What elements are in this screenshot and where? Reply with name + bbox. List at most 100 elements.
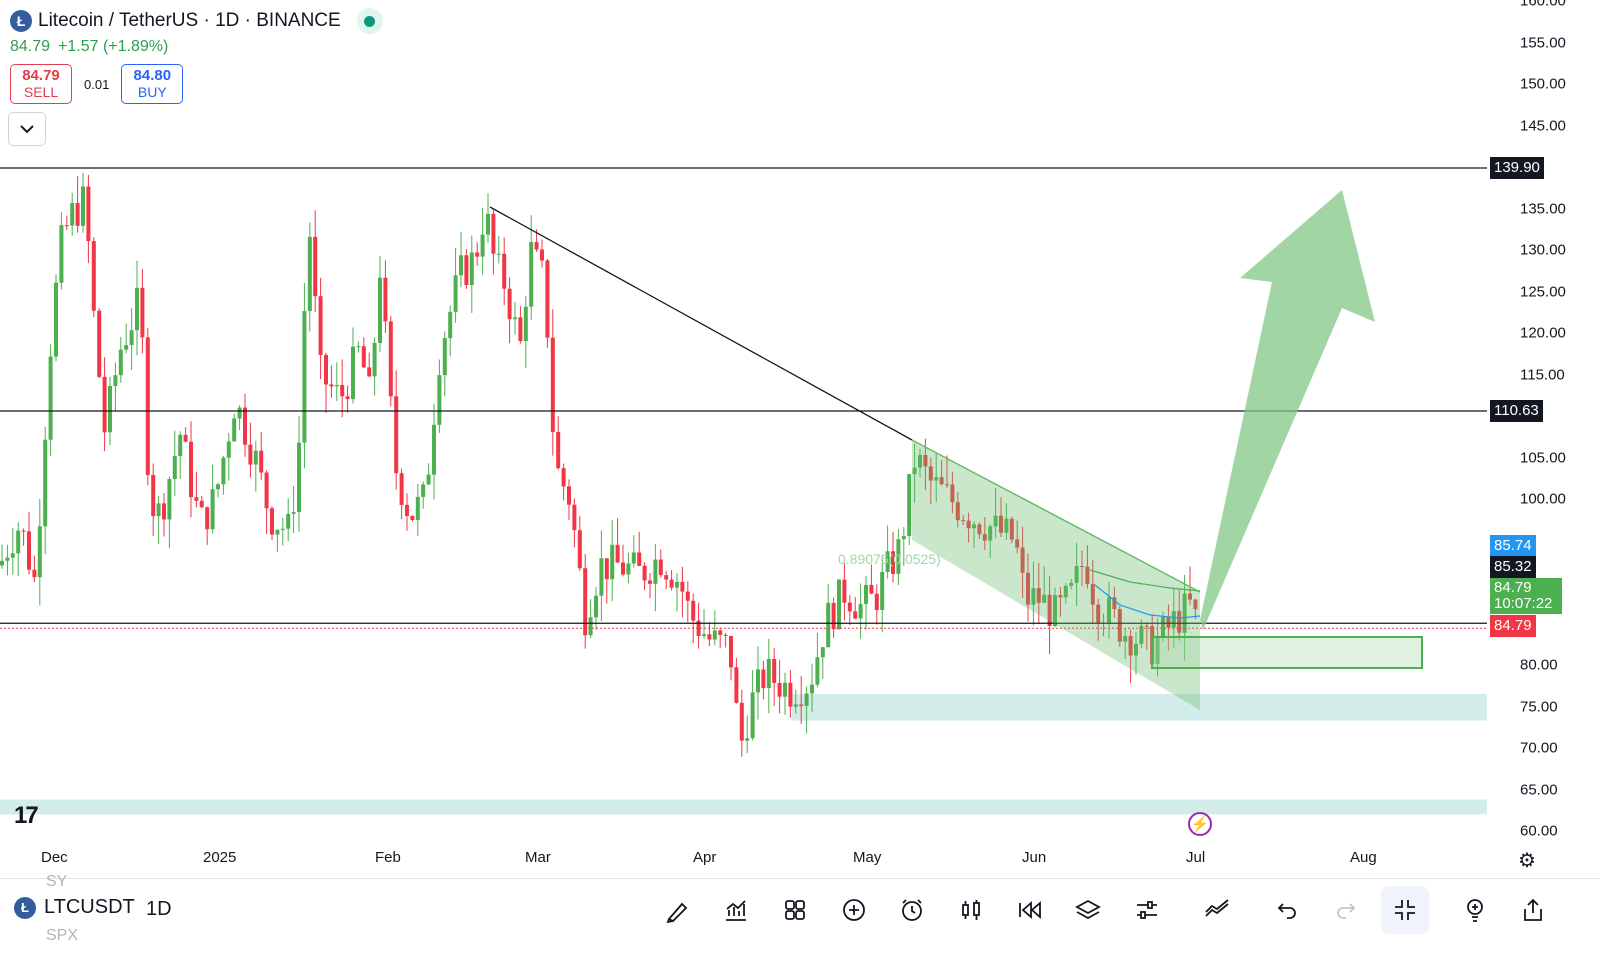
settings-sliders-icon[interactable]: [1130, 893, 1164, 927]
candle: [313, 210, 318, 313]
axis-settings-icon[interactable]: ⚙: [1518, 850, 1536, 872]
indicators-icon[interactable]: [719, 893, 753, 927]
redo-icon[interactable]: [1329, 893, 1363, 927]
symbol-selector[interactable]: Ł LTCUSDT: [14, 896, 135, 919]
descending-channel[interactable]: [912, 440, 1200, 710]
candle: [858, 583, 863, 639]
lightning-icon[interactable]: ⚡: [1188, 812, 1212, 836]
tradingview-logo: 17: [14, 802, 39, 829]
add-idea-icon[interactable]: [1458, 893, 1492, 927]
candle: [437, 359, 442, 433]
candle: [1069, 578, 1074, 590]
support-zone-low[interactable]: [0, 799, 1487, 815]
price-tick: 120.00: [1520, 324, 1566, 342]
candle: [788, 669, 793, 718]
candle: [453, 247, 458, 323]
price-tick: 70.00: [1520, 739, 1558, 757]
candle: [756, 646, 760, 720]
candles-icon[interactable]: [954, 893, 988, 927]
buy-label: BUY: [137, 84, 167, 100]
candle: [864, 576, 868, 630]
price-tag-black: 85.32: [1490, 556, 1536, 578]
candle: [680, 566, 685, 618]
candle: [102, 357, 107, 452]
add-icon[interactable]: [837, 893, 871, 927]
price-tick: 105.00: [1520, 449, 1566, 466]
sell-button[interactable]: 84.79 SELL: [10, 64, 72, 104]
candle: [216, 482, 220, 498]
time-tick: Aug: [1350, 849, 1377, 866]
candle: [86, 174, 91, 264]
downtrend-line[interactable]: [489, 206, 913, 441]
templates-icon[interactable]: [778, 893, 812, 927]
candle: [810, 663, 814, 712]
candle: [648, 572, 652, 599]
candle: [1117, 605, 1122, 647]
buy-price: 84.80: [133, 67, 172, 84]
collapse-legend-button[interactable]: [8, 112, 46, 146]
candle: [1020, 526, 1025, 599]
candle: [718, 627, 723, 649]
candle: [885, 525, 890, 579]
compare-icon[interactable]: [1200, 893, 1234, 927]
fullscreen-exit-icon[interactable]: [1381, 886, 1429, 934]
level-tag-top: 139.90: [1490, 157, 1544, 179]
candle: [183, 427, 188, 443]
candle: [145, 327, 150, 486]
replay-icon[interactable]: [1013, 893, 1047, 927]
candle: [950, 471, 955, 514]
alert-icon[interactable]: [895, 893, 929, 927]
timeframe-selector[interactable]: 1D: [146, 898, 172, 920]
candle: [297, 416, 301, 532]
candle: [874, 584, 879, 625]
brush-icon[interactable]: [661, 893, 695, 927]
candle: [1026, 553, 1030, 622]
candle: [221, 455, 226, 495]
buy-button[interactable]: 84.80 BUY: [121, 64, 184, 104]
price-chart[interactable]: 0.89075(0.0525): [0, 0, 1600, 890]
candle: [642, 562, 647, 590]
share-icon[interactable]: [1516, 893, 1550, 927]
candle: [329, 365, 334, 398]
candle: [151, 463, 156, 537]
candle: [124, 323, 129, 354]
candle: [837, 579, 841, 630]
candle: [599, 530, 604, 622]
chart-header: Ł Litecoin / TetherUS · 1D · BINANCE: [10, 6, 383, 36]
candle: [302, 282, 307, 469]
candle: [707, 622, 712, 647]
candle: [1036, 562, 1041, 624]
undo-icon[interactable]: [1270, 893, 1304, 927]
price-change: +1.57 (+1.89%): [58, 38, 169, 55]
candle: [550, 309, 555, 456]
candle: [59, 212, 64, 290]
candle: [178, 431, 183, 480]
candle: [286, 498, 291, 541]
candle: [48, 344, 53, 456]
symbol-title[interactable]: Litecoin / TetherUS · 1D · BINANCE: [38, 10, 341, 31]
candle: [999, 497, 1003, 537]
support-zone-mid[interactable]: [792, 694, 1487, 721]
candle: [934, 452, 939, 503]
candle: [156, 495, 161, 544]
candle: [939, 459, 944, 486]
candle: [826, 583, 831, 648]
candle: [340, 359, 345, 418]
candle: [815, 632, 820, 688]
bullish-arrow[interactable]: [1200, 190, 1375, 630]
candle: [604, 558, 609, 604]
candle: [1015, 520, 1020, 554]
candle: [43, 426, 48, 555]
price-tick: 150.00: [1520, 75, 1566, 93]
demand-box[interactable]: [1151, 636, 1423, 669]
candle: [507, 277, 512, 344]
price-tick: 80.00: [1520, 656, 1558, 674]
candle: [966, 512, 971, 543]
candle: [556, 416, 561, 470]
candle: [205, 506, 210, 545]
candle: [540, 239, 544, 268]
candle: [945, 455, 949, 488]
layers-icon[interactable]: [1071, 893, 1105, 927]
time-tick: Feb: [375, 849, 401, 866]
candle: [918, 448, 922, 478]
